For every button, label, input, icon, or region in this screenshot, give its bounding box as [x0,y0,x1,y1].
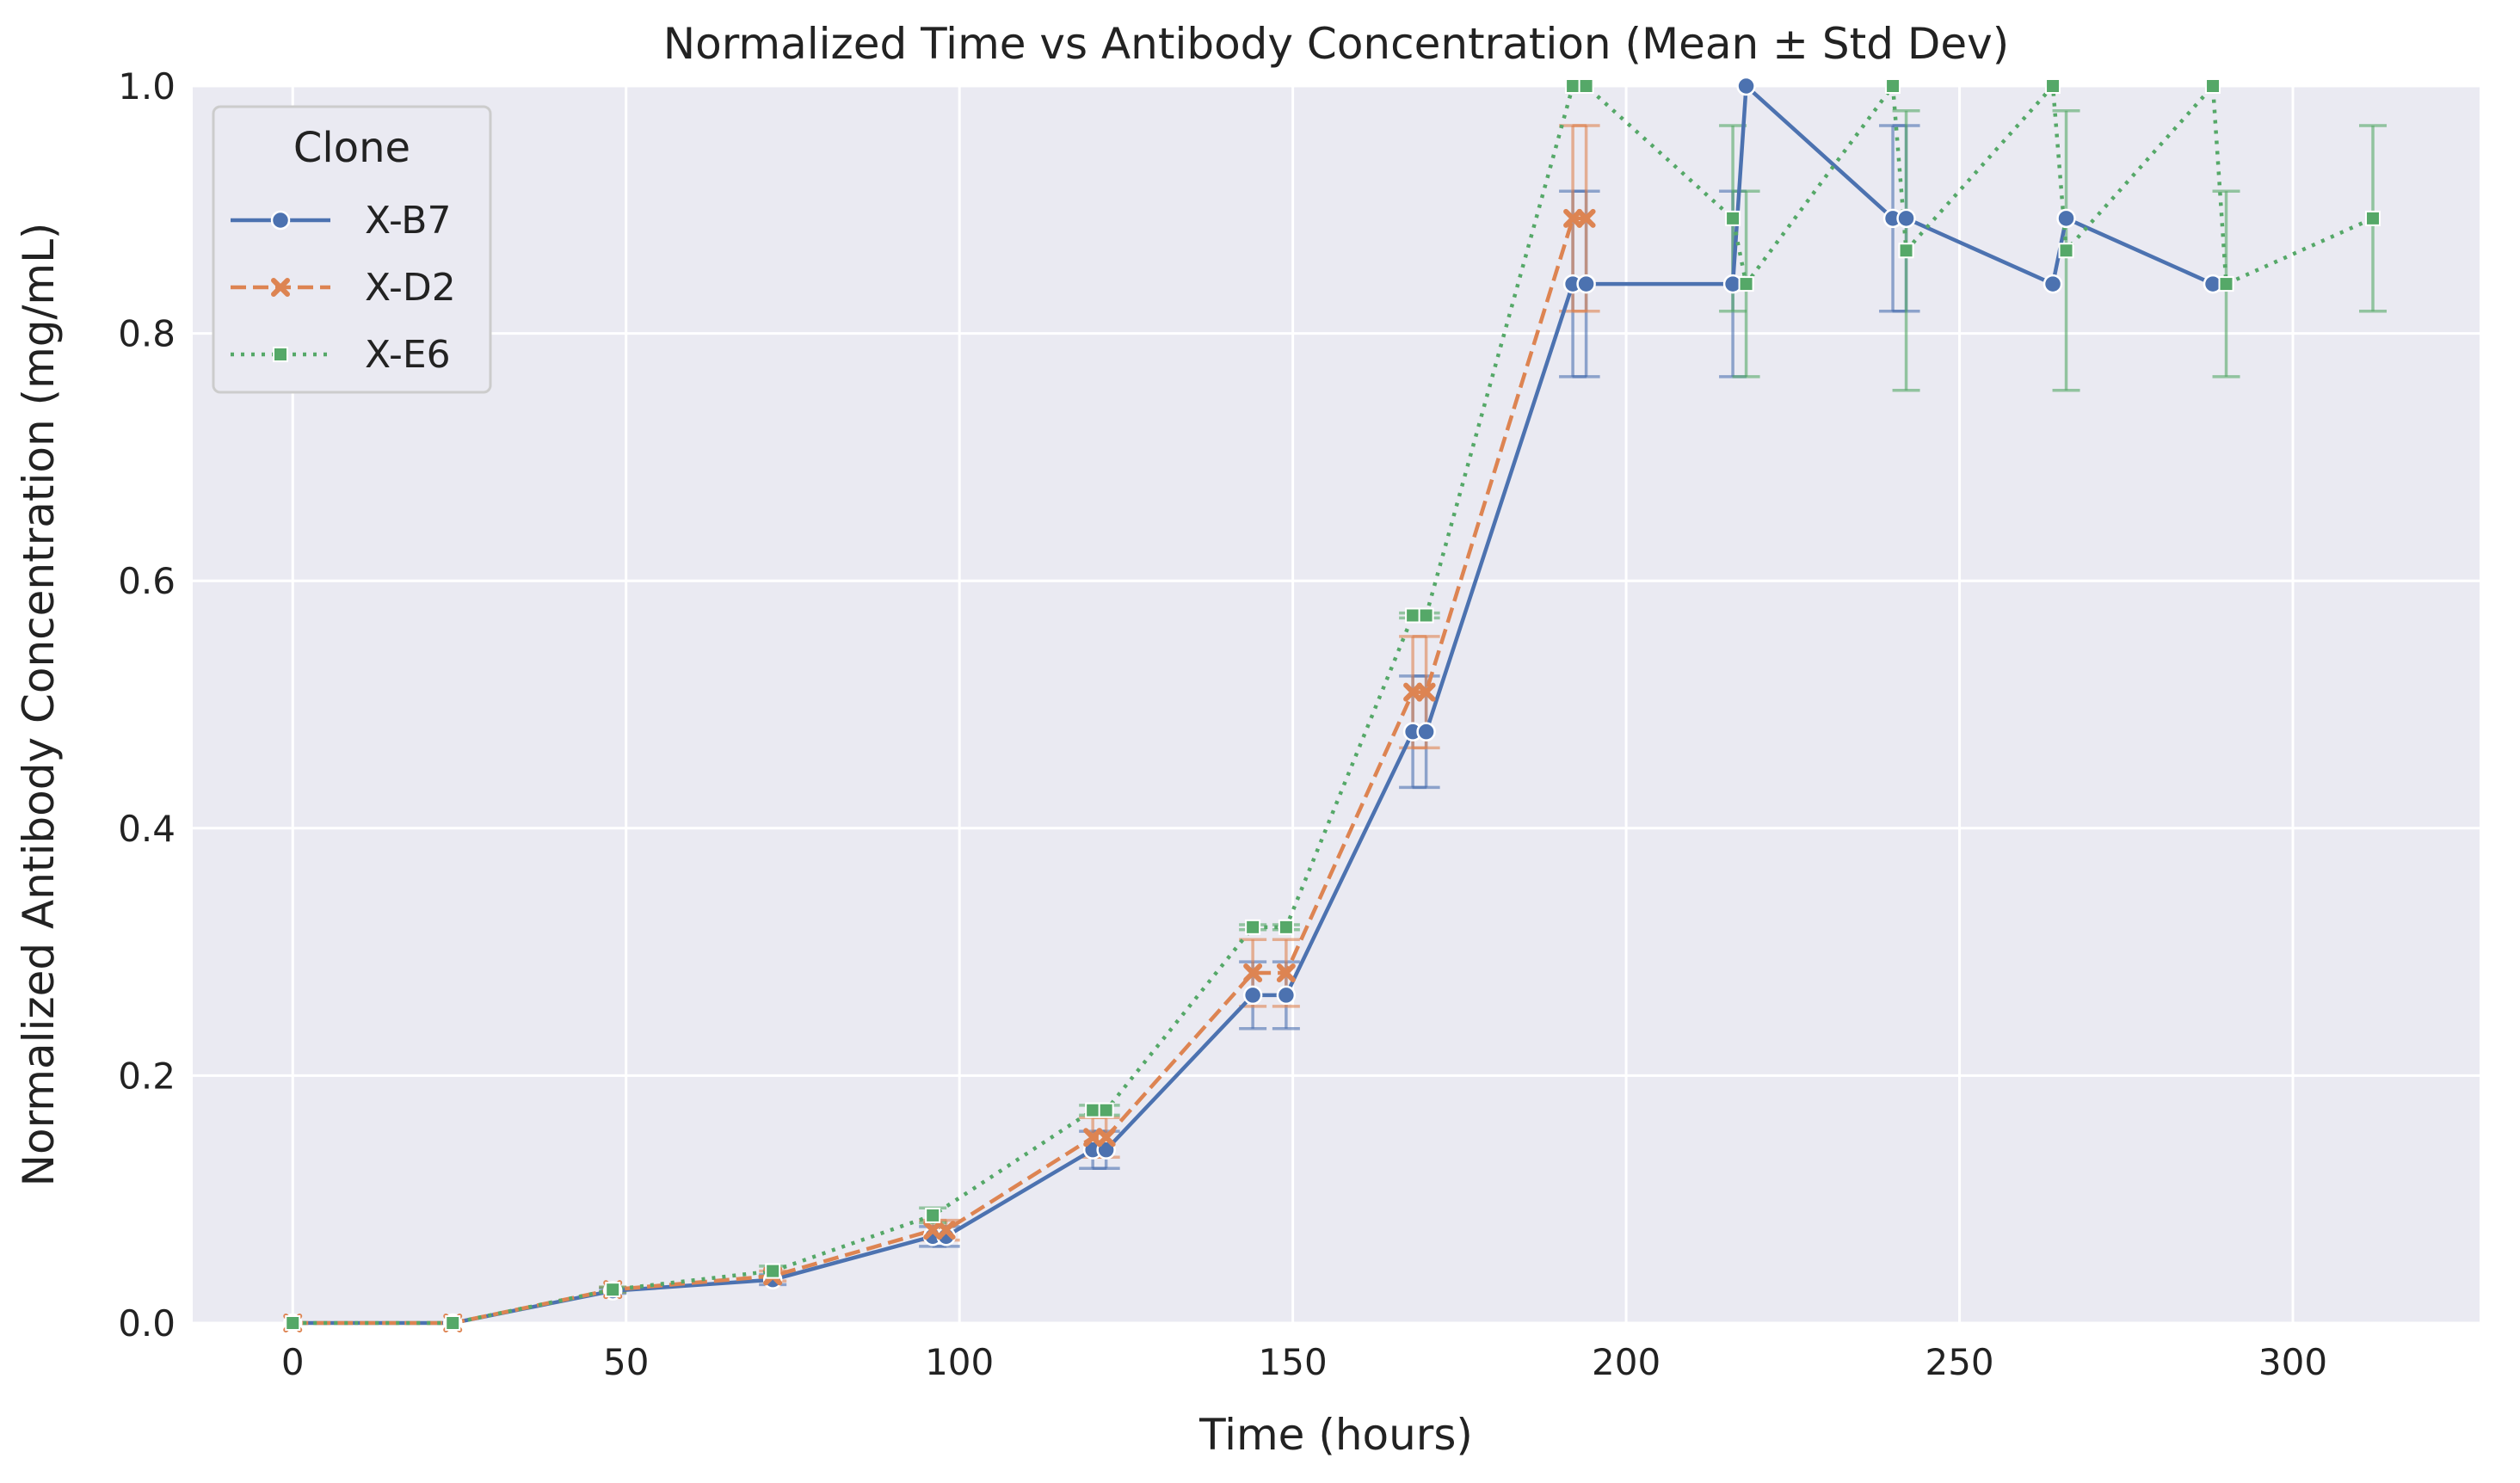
point-x-d2 [923,1221,943,1240]
series-markers [282,76,2381,1333]
point-x-d2 [1083,1128,1103,1148]
legend-box [212,105,492,394]
grid [193,84,2480,1325]
point-x-e6 [1885,78,1901,94]
point-x-e6 [1405,607,1421,624]
point-x-e6 [1565,78,1581,94]
point-x-b7 [1896,208,1916,229]
x-tick-label: 150 [1259,1341,1328,1383]
legend-title: Clone [293,124,410,172]
x-tick-label: 200 [1592,1341,1660,1383]
point-x-d2 [1243,963,1263,983]
legend-marker [273,347,288,362]
x-tick-label: 0 [281,1341,305,1383]
point-x-d2 [1416,682,1436,702]
plot-area [193,86,2480,1323]
legend-label: X-D2 [365,266,456,310]
point-x-e6 [285,1315,301,1331]
legend-marker [271,278,290,297]
point-x-e6 [1085,1102,1101,1118]
y-tick-label: 0.6 [118,560,176,602]
point-x-e6 [1278,919,1294,935]
series-line-x-e6 [293,83,2374,1326]
point-x-b7 [1576,274,1596,294]
point-x-b7 [2042,274,2063,294]
point-x-e6 [1738,276,1754,292]
point-x-e6 [1245,919,1261,935]
point-x-b7 [1736,76,1756,96]
x-tick-label: 300 [2258,1341,2327,1383]
point-x-d2 [1096,1128,1116,1148]
legend-item-x-d2: X-D2 [231,266,456,310]
point-x-e6 [605,1282,621,1298]
x-tick-label: 100 [925,1341,994,1383]
point-x-d2 [1403,682,1423,702]
legend-label: X-B7 [365,199,451,243]
y-tick-labels: 0.0 0.2 0.4 0.6 0.8 1.0 [118,65,176,1345]
point-x-d2 [936,1221,956,1240]
legend-label: X-E6 [365,333,451,377]
point-x-e6 [1418,607,1434,624]
y-tick-label: 0.4 [118,808,176,850]
point-x-e6 [765,1263,781,1279]
x-tick-label: 250 [1925,1341,1993,1383]
legend-item-x-b7: X-B7 [231,199,451,243]
point-x-e6 [2205,78,2221,94]
legend-marker [270,210,291,231]
point-x-e6 [2058,243,2074,259]
chart-title: Normalized Time vs Antibody Concentratio… [663,19,2010,69]
legend-items: X-B7 X-D2 X-E6 [231,199,456,377]
point-x-e6 [1898,243,1914,259]
point-x-e6 [1098,1102,1114,1118]
x-axis-label: Time (hours) [1198,1410,1473,1460]
y-axis-label: Normalized Antibody Concentration (mg/mL… [14,223,64,1187]
point-x-e6 [2218,276,2234,292]
point-x-d2 [1576,208,1596,228]
point-x-e6 [2365,210,2381,226]
point-x-e6 [2045,78,2061,94]
x-tick-labels: 0 50 100 150 200 250 300 [281,1341,2327,1383]
y-tick-label: 0.0 [118,1302,176,1345]
point-x-d2 [1276,963,1296,983]
legend: Clone X-B7 X-D2 X-E6 [212,105,492,394]
point-x-b7 [1276,985,1297,1006]
point-x-b7 [1242,985,1263,1006]
y-tick-label: 0.8 [118,313,176,355]
legend-item-x-e6: X-E6 [231,333,451,377]
point-x-b7 [1416,722,1436,742]
y-tick-label: 0.2 [118,1055,176,1097]
x-tick-label: 50 [603,1341,649,1383]
point-x-e6 [925,1207,941,1223]
point-x-e6 [1725,210,1741,226]
point-x-d2 [1563,208,1583,228]
point-x-e6 [1578,78,1594,94]
point-x-b7 [2056,208,2076,229]
y-tick-label: 1.0 [118,65,176,108]
point-x-e6 [445,1315,461,1331]
